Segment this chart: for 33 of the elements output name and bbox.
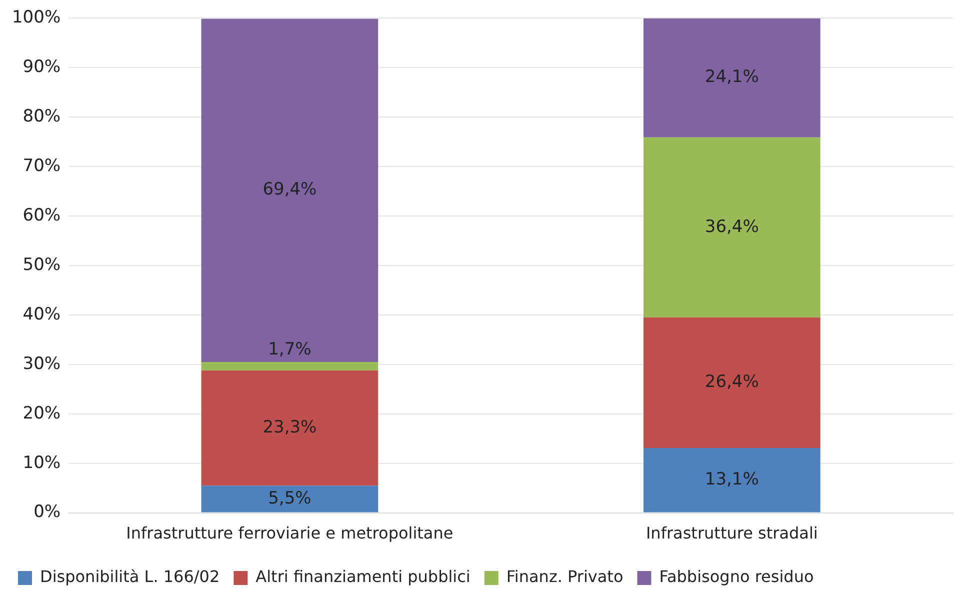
- data-label: 69,4%: [262, 180, 317, 200]
- y-tick-label: 0%: [34, 502, 61, 522]
- bar: [201, 362, 378, 370]
- y-tick-label: 30%: [22, 354, 61, 374]
- data-label: 26,4%: [704, 372, 759, 392]
- y-tick-label: 50%: [22, 254, 61, 275]
- x-tick-label: Infrastrutture ferroviarie e metropolitane: [126, 524, 454, 543]
- x-tick-label: Infrastrutture stradali: [646, 524, 818, 543]
- legend-label: Finanz. Privato: [506, 567, 624, 586]
- bar: [201, 486, 378, 512]
- bar: [643, 448, 820, 512]
- legend-label: Fabbisogno residuo: [659, 567, 814, 586]
- y-tick-label: 90%: [22, 57, 61, 78]
- bar: [201, 370, 378, 486]
- y-tick-label: 80%: [22, 106, 61, 127]
- data-label: 13,1%: [704, 470, 759, 490]
- data-label: 24,1%: [704, 67, 759, 88]
- y-tick-label: 40%: [22, 304, 61, 324]
- y-tick-label: 60%: [22, 205, 61, 226]
- data-label: 1,7%: [268, 339, 312, 360]
- legend-label: Disponibilità L. 166/02: [40, 567, 220, 586]
- y-tick-label: 70%: [22, 156, 61, 176]
- bar: [201, 18, 378, 362]
- legend-label: Altri finanziamenti pubblici: [256, 567, 470, 586]
- bar: [643, 317, 820, 448]
- bar: [643, 137, 820, 318]
- y-tick-label: 20%: [22, 403, 61, 424]
- y-tick-label: 100%: [12, 8, 61, 28]
- data-label: 5,5%: [268, 488, 312, 508]
- y-tick-label: 10%: [22, 452, 61, 473]
- bar: [643, 18, 820, 138]
- data-label: 23,3%: [262, 417, 317, 438]
- data-label: 36,4%: [704, 216, 759, 237]
